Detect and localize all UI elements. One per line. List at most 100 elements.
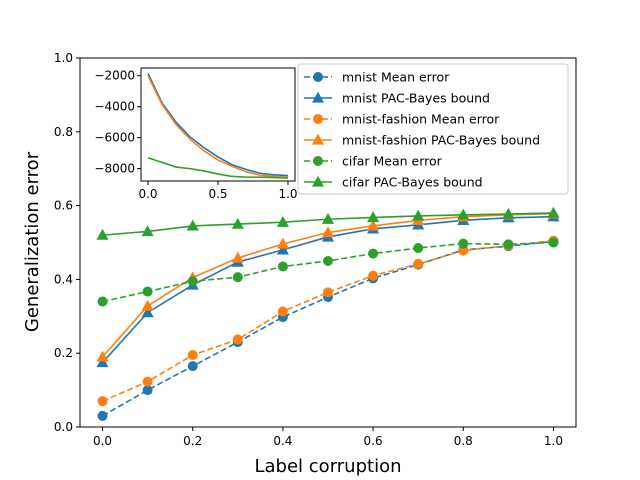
inset-series-layer (147, 73, 289, 179)
inset-y-tick-label: −2000 (94, 69, 135, 83)
data-point-cifar-mean-error (142, 286, 153, 297)
data-point-cifar-mean-error (368, 248, 379, 259)
legend-entry-mnist-mean-error: mnist Mean error (304, 70, 450, 85)
data-point-mnist-mean-error (97, 410, 108, 421)
inset-series-line-2 (147, 75, 289, 178)
data-point-cifar-pac-bayes-bound (96, 228, 109, 240)
data-point-mnist-fashion-mean-error (368, 270, 379, 281)
data-point-mnist-fashion-mean-error (232, 334, 243, 345)
legend-marker (311, 133, 325, 145)
x-tick-label: 0.2 (183, 434, 202, 448)
data-point-cifar-pac-bayes-bound (141, 225, 154, 237)
legend-marker (311, 175, 325, 187)
y-tick-label: 1.0 (54, 51, 73, 65)
legend: mnist Mean error mnist PAC-Bayes bound mni… (297, 63, 569, 195)
data-point-mnist-fashion-pac-bayes-bound (276, 237, 289, 249)
inset-x-tick-label: 0.5 (208, 187, 227, 201)
data-point-cifar-mean-error (413, 243, 424, 254)
legend-marker (311, 91, 325, 103)
data-point-mnist-pac-bayes-bound (96, 356, 109, 368)
data-point-cifar-pac-bayes-bound (412, 209, 425, 221)
data-point-cifar-pac-bayes-bound (367, 211, 380, 223)
x-tick-label: 0.0 (93, 434, 112, 448)
y-tick-label: 0.0 (54, 420, 73, 434)
data-point-mnist-fashion-pac-bayes-bound (141, 299, 154, 311)
data-point-cifar-mean-error (458, 238, 469, 249)
inset-x-tick-label: 1.0 (278, 187, 297, 201)
legend-items: mnist Mean error mnist PAC-Bayes bound mni… (304, 70, 540, 190)
data-point-cifar-pac-bayes-bound (547, 206, 560, 218)
data-point-cifar-pac-bayes-bound (321, 213, 335, 224)
legend-entry-cifar-mean-error: cifar Mean error (304, 154, 443, 169)
data-point-cifar-pac-bayes-bound (457, 208, 470, 220)
x-tick-label: 0.6 (364, 434, 383, 448)
inset-y-tick-label: −8000 (94, 162, 135, 176)
legend-entry-mnist-fashion-mean-error: mnist-fashion Mean error (304, 112, 500, 127)
data-point-cifar-pac-bayes-bound (276, 215, 289, 227)
data-point-mnist-fashion-mean-error (187, 350, 198, 361)
data-point-cifar-mean-error (97, 296, 108, 307)
x-tick-label: 0.8 (454, 434, 473, 448)
legend-entry-mnist-fashion-pac-bayes-bound: mnist-fashion PAC-Bayes bound (304, 133, 540, 148)
x-tick-label: 0.4 (273, 434, 292, 448)
legend-box (297, 63, 569, 195)
legend-marker (313, 156, 323, 166)
main-series-layer (96, 206, 560, 421)
data-point-mnist-fashion-mean-error (142, 376, 153, 387)
data-point-cifar-mean-error (277, 261, 288, 272)
data-point-cifar-mean-error (323, 255, 333, 266)
data-point-cifar-mean-error (187, 276, 198, 287)
data-point-cifar-pac-bayes-bound (231, 217, 244, 229)
data-point-cifar-pac-bayes-bound (186, 219, 199, 231)
main-plot-frame (79, 57, 577, 428)
inset-series-line-1 (147, 73, 289, 177)
series-mnist-fashion-pac-bayes-bound (96, 207, 560, 362)
legend-label: cifar PAC-Bayes bound (342, 175, 483, 190)
data-point-mnist-fashion-mean-error (277, 306, 288, 317)
legend-label: cifar Mean error (342, 154, 443, 169)
data-point-mnist-fashion-pac-bayes-bound (367, 219, 380, 231)
inset-y-tick-label: −4000 (94, 100, 135, 114)
inset-background (141, 68, 295, 181)
legend-label: mnist-fashion PAC-Bayes bound (342, 133, 540, 148)
legend-label: mnist-fashion Mean error (342, 112, 500, 127)
data-point-mnist-fashion-mean-error (413, 258, 424, 269)
y-axis-label: Generalization error (22, 151, 43, 332)
legend-marker (313, 114, 323, 124)
data-point-mnist-mean-error (187, 361, 198, 372)
legend-label: mnist Mean error (342, 70, 450, 85)
legend-entry-mnist-pac-bayes-bound: mnist PAC-Bayes bound (304, 91, 490, 106)
data-point-mnist-fashion-pac-bayes-bound (321, 226, 335, 238)
inset-series-line-3 (147, 157, 289, 179)
legend-marker (313, 72, 323, 82)
data-point-cifar-mean-error (503, 239, 514, 250)
main-x-ticks: 0.0 0.2 0.4 0.6 0.8 1.0 (93, 427, 563, 448)
y-tick-label: 0.2 (54, 346, 73, 360)
data-point-mnist-pac-bayes-bound (141, 306, 154, 318)
data-point-cifar-pac-bayes-bound (502, 207, 515, 219)
data-point-cifar-mean-error (232, 272, 243, 283)
data-point-mnist-fashion-pac-bayes-bound (231, 251, 244, 263)
y-tick-label: 0.8 (54, 125, 73, 139)
inset-y-ticks: −2000 −4000 −6000 −8000 (94, 69, 141, 176)
main-plot: 0.0 0.2 0.4 0.6 0.8 1.0 0.0 0.2 0.4 0.6 0.8 1.0 La… (22, 51, 577, 477)
inset-plot: 0.0 0.5 1.0 −2000 −4000 −6000 −8000 (94, 67, 298, 201)
x-tick-label: 1.0 (544, 434, 563, 448)
data-point-mnist-pac-bayes-bound (276, 243, 289, 255)
series-cifar-mean-error (97, 237, 559, 307)
main-y-ticks: 0.0 0.2 0.4 0.6 0.8 1.0 (54, 51, 80, 434)
data-point-mnist-fashion-mean-error (323, 287, 333, 298)
y-tick-label: 0.4 (54, 272, 73, 286)
x-axis-label: Label corruption (255, 456, 402, 477)
inset-x-ticks: 0.0 0.5 1.0 (138, 181, 298, 201)
series-cifar-pac-bayes-bound (96, 206, 560, 240)
data-point-cifar-mean-error (548, 237, 559, 248)
legend-label: mnist PAC-Bayes bound (342, 91, 490, 106)
data-point-mnist-fashion-mean-error (97, 396, 108, 407)
data-point-mnist-fashion-pac-bayes-bound (96, 350, 109, 362)
y-tick-label: 0.6 (54, 199, 73, 213)
legend-entry-cifar-pac-bayes-bound: cifar PAC-Bayes bound (304, 175, 483, 190)
data-point-mnist-mean-error (142, 385, 153, 396)
inset-y-tick-label: −6000 (94, 131, 135, 145)
